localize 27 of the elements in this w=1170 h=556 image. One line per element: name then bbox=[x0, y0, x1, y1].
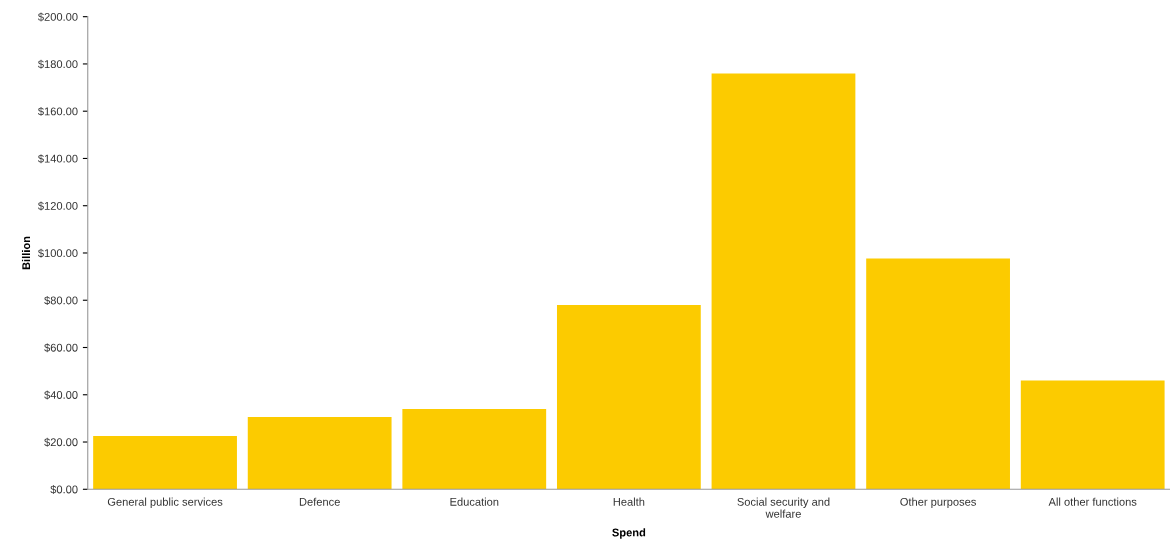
bar bbox=[247, 416, 392, 490]
y-tick-label: $180.00 bbox=[37, 59, 78, 69]
y-tick-label: $200.00 bbox=[37, 12, 78, 22]
bar bbox=[93, 436, 237, 490]
bar bbox=[402, 408, 547, 490]
y-tick-label: $160.00 bbox=[37, 107, 78, 116]
x-axis-title: Spend bbox=[612, 528, 646, 539]
x-tick-label: Social security and welfare bbox=[737, 497, 830, 518]
x-tick-label: Defence bbox=[299, 497, 340, 506]
bar bbox=[711, 73, 856, 490]
x-tick-label: Health bbox=[613, 497, 645, 506]
y-tick-label: $20.00 bbox=[44, 437, 78, 447]
x-tick-label: General public services bbox=[107, 497, 223, 508]
y-tick-label: $60.00 bbox=[44, 343, 78, 353]
y-tick-label: $80.00 bbox=[44, 296, 78, 306]
x-tick-label: All other functions bbox=[1048, 497, 1137, 506]
bar bbox=[1020, 380, 1165, 490]
y-axis-title: Billion bbox=[21, 236, 31, 270]
x-tick-label: Education bbox=[450, 497, 499, 506]
y-tick-label: $120.00 bbox=[37, 201, 78, 211]
y-tick-label: $140.00 bbox=[37, 154, 78, 164]
x-tick-label: Other purposes bbox=[900, 497, 976, 508]
y-tick-label: $0.00 bbox=[50, 485, 78, 495]
bar bbox=[556, 304, 701, 490]
y-tick-label: $40.00 bbox=[44, 390, 78, 400]
y-tick-label: $100.00 bbox=[37, 248, 78, 258]
bar bbox=[866, 258, 1010, 490]
